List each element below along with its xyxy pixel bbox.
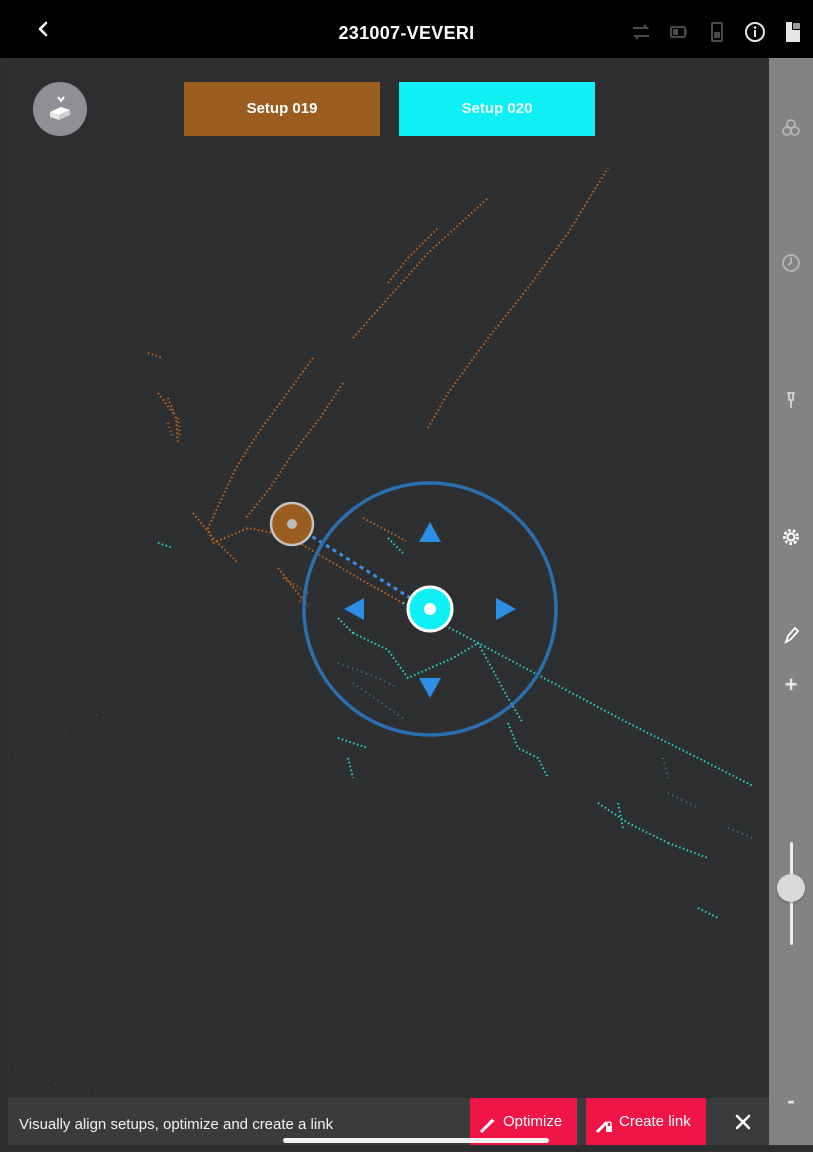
setup-020-points <box>157 537 754 919</box>
zoom-slider-thumb[interactable] <box>777 874 805 903</box>
setup-019-marker[interactable] <box>269 501 315 547</box>
zoom-out-button[interactable]: - <box>787 1088 795 1113</box>
compass-icon[interactable] <box>779 251 803 275</box>
pen-icon[interactable] <box>779 623 803 647</box>
optimize-label: Optimize <box>503 1112 563 1130</box>
side-toolbar: + - <box>769 58 813 1145</box>
page-title: 231007-VEVERI <box>338 23 475 43</box>
setup-020-button[interactable]: Setup 020 <box>399 82 595 136</box>
link-lock-icon <box>595 1120 612 1133</box>
hint-text: Visually align setups, optimize and crea… <box>19 1116 334 1133</box>
gear-icon[interactable] <box>779 525 803 549</box>
alignment-ring[interactable] <box>302 481 558 737</box>
close-icon[interactable] <box>733 1112 753 1132</box>
biohazard-icon[interactable] <box>779 116 803 140</box>
zoom-in-button[interactable]: + <box>784 672 798 697</box>
home-indicator <box>283 1138 549 1143</box>
link-line <box>291 522 429 611</box>
bottom-bar: Visually align setups, optimize and crea… <box>8 1098 769 1145</box>
setup-019-points <box>147 167 609 607</box>
point-cloud-view[interactable] <box>8 58 769 1145</box>
top-bar: 231007-VEVERI <box>0 0 813 58</box>
arrow-up-icon[interactable] <box>419 522 441 542</box>
battery-icon <box>667 20 691 44</box>
setup-019-button[interactable]: Setup 019 <box>184 82 380 136</box>
wand-icon <box>479 1117 495 1133</box>
create-link-label: Create link <box>619 1112 691 1130</box>
chevron-left-icon[interactable] <box>32 17 56 41</box>
swap-icon[interactable] <box>629 20 653 44</box>
optimize-button[interactable]: Optimize <box>470 1098 577 1145</box>
setup-020-marker[interactable] <box>406 585 454 633</box>
box-eject-icon <box>50 96 70 120</box>
arrow-down-icon[interactable] <box>419 678 441 698</box>
arrow-left-icon[interactable] <box>344 598 364 620</box>
device-icon <box>705 20 729 44</box>
point-cloud <box>8 58 769 1145</box>
pin-icon[interactable] <box>779 388 803 412</box>
layers-icon[interactable] <box>781 20 805 44</box>
create-link-button[interactable]: Create link <box>586 1098 706 1145</box>
info-icon[interactable] <box>743 20 767 44</box>
box-eject-button[interactable] <box>33 82 87 136</box>
arrow-right-icon[interactable] <box>496 598 516 620</box>
status-icons <box>629 20 805 44</box>
